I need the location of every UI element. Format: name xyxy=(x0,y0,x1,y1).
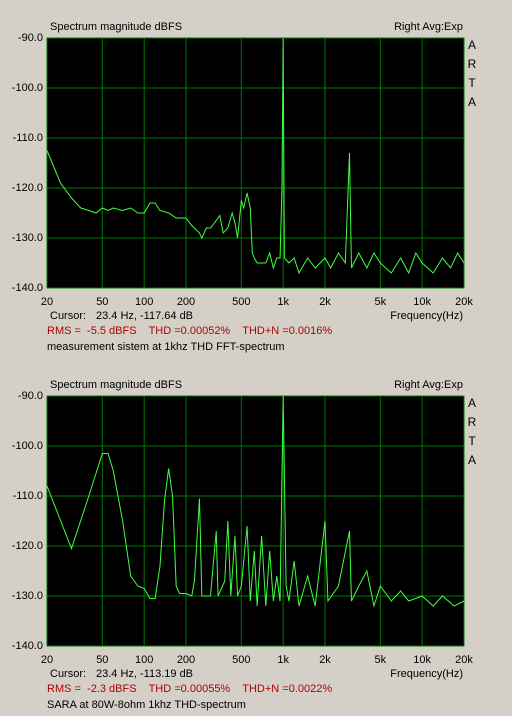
y-tick-label: -100.0 xyxy=(12,440,43,452)
x-tick-label: 50 xyxy=(96,654,108,666)
plot-area xyxy=(46,395,465,647)
chart-title: Spectrum magnitude dBFS xyxy=(50,379,182,391)
x-tick-label: 5k xyxy=(375,296,387,308)
cursor-value: 23.4 Hz, -117.64 dB xyxy=(96,310,193,322)
chart-title: Spectrum magnitude dBFS xyxy=(50,21,182,33)
x-tick-label: 10k xyxy=(413,296,431,308)
y-tick-label: -110.0 xyxy=(13,490,43,502)
x-tick-label: 1k xyxy=(277,296,289,308)
plot-area xyxy=(46,37,465,289)
x-axis-label: Frequency(Hz) xyxy=(390,310,463,322)
x-tick-label: 100 xyxy=(135,296,153,308)
y-tick-label: -130.0 xyxy=(12,590,43,602)
side-letter: A xyxy=(468,95,476,109)
cursor-label: Cursor: xyxy=(50,668,86,680)
y-tick-label: -90.0 xyxy=(18,32,43,44)
x-tick-label: 50 xyxy=(96,296,108,308)
x-tick-label: 1k xyxy=(277,654,289,666)
side-letter: A xyxy=(468,453,476,467)
x-tick-label: 20 xyxy=(41,654,53,666)
y-tick-label: -120.0 xyxy=(12,540,43,552)
cursor-label: Cursor: xyxy=(50,310,86,322)
side-letter: A xyxy=(468,38,476,52)
x-tick-label: 200 xyxy=(177,654,195,666)
x-tick-label: 10k xyxy=(413,654,431,666)
side-letter: R xyxy=(468,415,477,429)
x-tick-label: 500 xyxy=(232,296,250,308)
x-tick-label: 100 xyxy=(135,654,153,666)
cursor-value: 23.4 Hz, -113.19 dB xyxy=(96,668,193,680)
x-tick-label: 2k xyxy=(319,654,331,666)
y-tick-label: -110.0 xyxy=(13,132,43,144)
x-tick-label: 500 xyxy=(232,654,250,666)
channel-label: Right Avg:Exp xyxy=(394,379,463,391)
caption: SARA at 80W-8ohm 1khz THD-spectrum xyxy=(47,699,246,711)
x-axis-label: Frequency(Hz) xyxy=(390,668,463,680)
caption: measurement sistem at 1khz THD FFT-spect… xyxy=(47,341,285,353)
spectrum-line xyxy=(46,37,465,275)
x-tick-label: 200 xyxy=(177,296,195,308)
y-tick-label: -100.0 xyxy=(12,82,43,94)
side-letter: A xyxy=(468,396,476,410)
side-letter: T xyxy=(468,76,476,90)
side-letter: R xyxy=(468,57,477,71)
stats-line: RMS = -5.5 dBFS THD =0.00052% THD+N =0.0… xyxy=(47,325,332,337)
stats-line: RMS = -2.3 dBFS THD =0.00055% THD+N =0.0… xyxy=(47,683,332,695)
y-tick-label: -130.0 xyxy=(12,232,43,244)
x-tick-label: 5k xyxy=(375,654,387,666)
x-tick-label: 2k xyxy=(319,296,331,308)
y-tick-label: -140.0 xyxy=(12,282,43,294)
channel-label: Right Avg:Exp xyxy=(394,21,463,33)
y-tick-label: -120.0 xyxy=(12,182,43,194)
y-tick-label: -140.0 xyxy=(12,640,43,652)
spectrum-line xyxy=(46,395,465,608)
x-tick-label: 20k xyxy=(455,296,473,308)
side-letter: T xyxy=(468,434,476,448)
y-tick-label: -90.0 xyxy=(18,390,43,402)
x-tick-label: 20k xyxy=(455,654,473,666)
x-tick-label: 20 xyxy=(41,296,53,308)
